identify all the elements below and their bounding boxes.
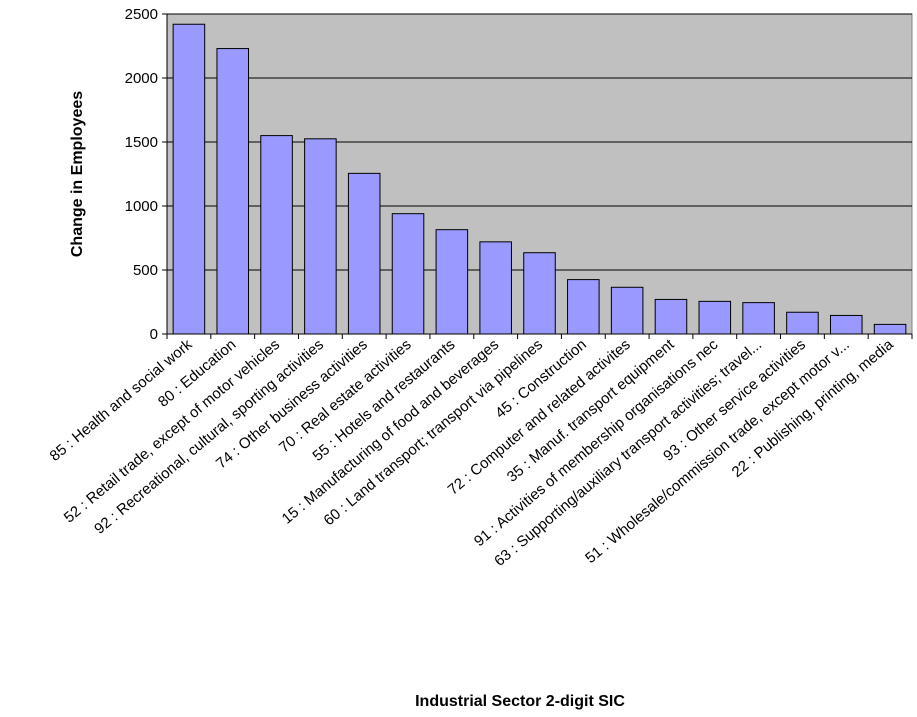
bar: [786, 311, 819, 335]
y-tick-label: 1000: [125, 198, 158, 215]
y-tick-label: 500: [133, 262, 158, 279]
bar: [216, 48, 250, 335]
bar: [567, 279, 600, 335]
bar: [742, 302, 775, 335]
bar: [260, 135, 293, 335]
bar: [873, 323, 907, 335]
bar: [347, 172, 381, 335]
y-tick-label: 2000: [125, 70, 158, 87]
bar: [479, 241, 512, 335]
bar: [610, 286, 644, 335]
bar: [435, 229, 469, 335]
y-tick-labels: 0 500 1000 1500 2000 2500: [125, 6, 167, 343]
y-tick-label: 1500: [125, 134, 158, 151]
bar: [172, 23, 206, 335]
bar: [829, 314, 863, 335]
bar: [304, 138, 337, 335]
bar: [654, 298, 688, 335]
y-axis-title: Change in Employees: [69, 91, 86, 257]
bar: [698, 300, 732, 335]
bar: [391, 213, 425, 335]
bar: [523, 252, 556, 335]
x-axis-title: Industrial Sector 2-digit SIC: [415, 693, 625, 710]
bars: [172, 23, 907, 335]
y-tick-label: 2500: [125, 6, 158, 23]
y-tick-label: 0: [150, 326, 158, 343]
